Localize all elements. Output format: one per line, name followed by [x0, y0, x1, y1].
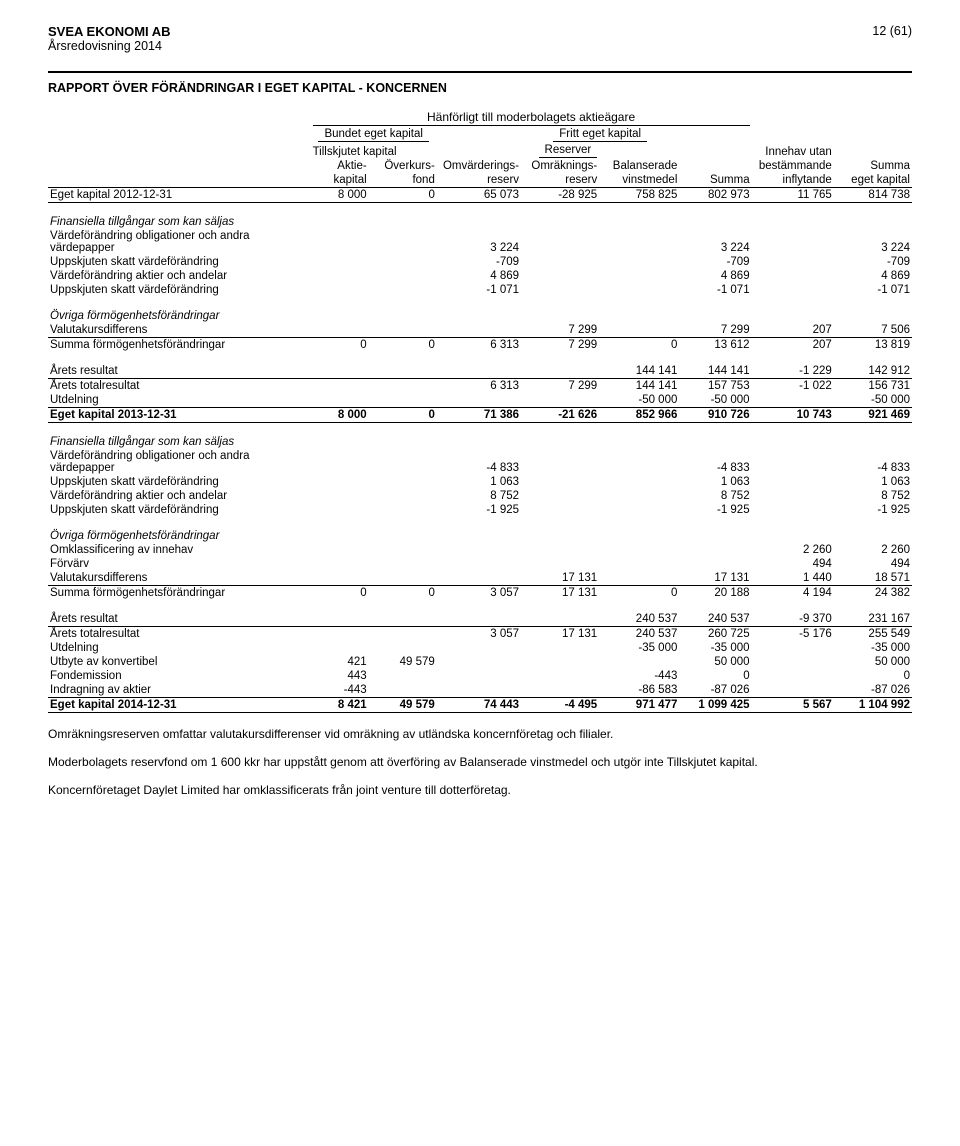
col-balans: Balanserade [599, 159, 679, 173]
col-omrak: Omräknings- [521, 159, 599, 173]
row-ek2014: Eget kapital 2014-12-31 8 42149 57974 44… [48, 698, 912, 713]
cell-label: Eget kapital 2012-12-31 [48, 188, 311, 203]
row-utd1: Utdelning -50 000-50 000-50 000 [48, 393, 912, 408]
page-number: 12 (61) [872, 24, 912, 38]
row-ovr-heading-1: Övriga förmögenhetsförändringar [48, 309, 912, 323]
row-utd2: Utdelning -35 000-35 000-35 000 [48, 641, 912, 655]
footnote-2: Moderbolagets reservfond om 1 600 kkr ha… [48, 755, 912, 769]
row-uskatt1b: Uppskjuten skatt värdeförändring -1 071-… [48, 283, 912, 297]
row-atot2: Årets totalresultat 3 05717 131240 53726… [48, 627, 912, 642]
col-reserv2: reserv [521, 173, 599, 188]
col-tillskjutet: Tillskjutet kapital [311, 143, 437, 159]
row-vobl2: Värdeförändring obligationer och andra v… [48, 449, 912, 475]
document-header: SVEA EKONOMI AB Årsredovisning 2014 12 (… [48, 24, 912, 53]
company-name: SVEA EKONOMI AB [48, 24, 171, 39]
col-innehav: Innehav utan [752, 143, 834, 159]
row-forv: Förvärv 494494 [48, 557, 912, 571]
header-left: SVEA EKONOMI AB Årsredovisning 2014 [48, 24, 171, 53]
row-ovr-heading-2: Övriga förmögenhetsförändringar [48, 529, 912, 543]
row-uskatt2: Uppskjuten skatt värdeförändring 1 0631 … [48, 475, 912, 489]
group-bundet: Bundet eget kapital [311, 127, 437, 143]
group-fritt: Fritt eget kapital [521, 127, 679, 143]
row-omkl: Omklassificering av innehav 2 2602 260 [48, 543, 912, 557]
group-header-row: Bundet eget kapital Fritt eget kapital [48, 127, 912, 143]
col-header-row-3: kapital fond reserv reserv vinstmedel Su… [48, 173, 912, 188]
row-vobl1: Värdeförändring obligationer och andra v… [48, 229, 912, 255]
page-root: SVEA EKONOMI AB Årsredovisning 2014 12 (… [0, 0, 960, 821]
row-fin-heading-2: Finansiella tillgångar som kan säljas [48, 435, 912, 449]
group-reserver: Reserver [437, 143, 599, 159]
col-summa: Summa [679, 173, 751, 188]
super-header: Hänförligt till moderbolagets aktieägare [311, 109, 752, 127]
report-title: RAPPORT ÖVER FÖRÄNDRINGAR I EGET KAPITAL… [48, 81, 912, 95]
row-utbyte: Utbyte av konvertibel 42149 57950 00050 … [48, 655, 912, 669]
equity-table: Hänförligt till moderbolagets aktieägare… [48, 109, 912, 713]
row-uskatt1: Uppskjuten skatt värdeförändring -709-70… [48, 255, 912, 269]
col-kapital: kapital [311, 173, 369, 188]
col-overkurs: Överkurs- [369, 159, 437, 173]
col-summa-top: Summa [834, 159, 912, 173]
col-header-row-1: Tillskjutet kapital Reserver Innehav uta… [48, 143, 912, 159]
row-ares2: Årets resultat 240 537240 537-9 370231 1… [48, 612, 912, 627]
document-subtitle: Årsredovisning 2014 [48, 39, 171, 53]
footnote-1: Omräkningsreserven omfattar valutakursdi… [48, 727, 912, 741]
col-reserv1: reserv [437, 173, 521, 188]
row-uskatt2b: Uppskjuten skatt värdeförändring -1 925-… [48, 503, 912, 517]
row-sumform2: Summa förmögenhetsförändringar 003 05717… [48, 586, 912, 601]
row-valdiff2: Valutakursdifferens 17 13117 1311 44018 … [48, 571, 912, 586]
col-bestam: bestämmande [752, 159, 834, 173]
col-inflytande: inflytande [752, 173, 834, 188]
row-valdiff1: Valutakursdifferens 7 2997 2992077 506 [48, 323, 912, 338]
row-vaktie1: Värdeförändring aktier och andelar 4 869… [48, 269, 912, 283]
footnotes: Omräkningsreserven omfattar valutakursdi… [48, 727, 912, 797]
col-fond: fond [369, 173, 437, 188]
col-omvard: Omvärderings- [437, 159, 521, 173]
col-header-row-2: Aktie- Överkurs- Omvärderings- Omräkning… [48, 159, 912, 173]
row-fondem: Fondemission 443-44300 [48, 669, 912, 683]
super-header-row: Hänförligt till moderbolagets aktieägare [48, 109, 912, 127]
row-vaktie2: Värdeförändring aktier och andelar 8 752… [48, 489, 912, 503]
col-vinstmedel: vinstmedel [599, 173, 679, 188]
row-ek2013: Eget kapital 2013-12-31 8 000071 386-21 … [48, 408, 912, 423]
col-aktie: Aktie- [311, 159, 369, 173]
footnote-3: Koncernföretaget Daylet Limited har omkl… [48, 783, 912, 797]
divider [48, 71, 912, 73]
row-atot1: Årets totalresultat 6 3137 299144 141157… [48, 379, 912, 394]
col-egetkapital: eget kapital [834, 173, 912, 188]
row-indrag: Indragning av aktier -443-86 583-87 026-… [48, 683, 912, 698]
row-ek2012: Eget kapital 2012-12-31 8 000 0 65 073 -… [48, 188, 912, 203]
row-ares1: Årets resultat 144 141144 141-1 229142 9… [48, 364, 912, 379]
row-sumform1: Summa förmögenhetsförändringar 006 3137 … [48, 338, 912, 353]
row-fin-heading-1: Finansiella tillgångar som kan säljas [48, 215, 912, 229]
